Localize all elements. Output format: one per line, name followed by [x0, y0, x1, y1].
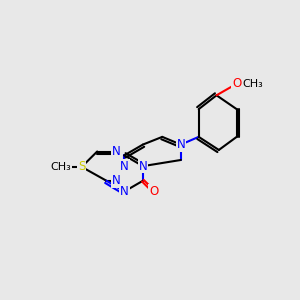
- Text: N: N: [120, 185, 129, 198]
- Text: N: N: [112, 145, 121, 158]
- Text: S: S: [78, 160, 85, 173]
- Text: CH₃: CH₃: [243, 79, 263, 89]
- Text: O: O: [149, 185, 158, 198]
- Text: O: O: [232, 77, 241, 90]
- Text: CH₃: CH₃: [50, 162, 71, 172]
- Text: N: N: [139, 160, 147, 172]
- Text: N: N: [112, 174, 121, 187]
- Text: N: N: [176, 138, 185, 151]
- Text: N: N: [120, 160, 129, 172]
